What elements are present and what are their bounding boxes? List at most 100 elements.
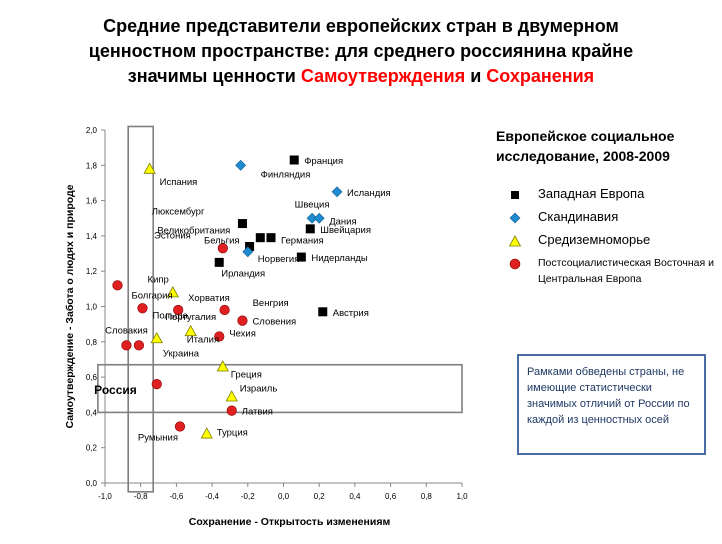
legend-label-west: Западная Европа (538, 186, 645, 201)
y-tick-label: 1,8 (86, 161, 98, 170)
point-label: Дания (329, 216, 356, 227)
point-label: Латвия (242, 407, 273, 418)
chart-title: Средние представители европейских стран … (20, 14, 702, 89)
vertical-frame (127, 125, 154, 493)
point-label: Великобритания (157, 226, 230, 237)
x-tick-label: 0,8 (421, 492, 433, 501)
point-label: Чехия (229, 329, 256, 340)
point-label: Хорватия (188, 293, 230, 304)
y-tick-label: 1,4 (86, 232, 98, 241)
y-tick-label: 1,2 (86, 267, 98, 276)
point-marker (143, 162, 156, 174)
point-marker (214, 257, 224, 267)
title-line-1: Средние представители европейских стран … (103, 16, 619, 36)
triangle-marker-icon (508, 235, 522, 247)
legend-item-mediterranean: Средиземноморье (508, 232, 718, 248)
point-label: Словакия (105, 325, 148, 336)
point-label: Исландия (347, 188, 391, 199)
point-label: Люксембург (152, 207, 205, 218)
title-line-3-prefix: значимы ценности (127, 66, 301, 86)
x-tick-label: 1,0 (456, 492, 468, 501)
horizontal-frame (97, 363, 463, 414)
x-tick-label: -0,8 (134, 492, 148, 501)
point-marker (173, 304, 184, 316)
point-marker (166, 286, 180, 298)
point-label: Эстония (154, 230, 191, 241)
point-marker (235, 159, 247, 171)
point-marker (289, 155, 299, 165)
legend-heading: Европейское социальное исследование, 200… (496, 126, 716, 166)
legend-item-post-socialist: Постсоциалистическая Восточная и Централ… (508, 255, 718, 287)
y-tick-label: 0,4 (86, 408, 98, 417)
x-tick-label: 0,2 (314, 492, 326, 501)
y-tick-label: 0,2 (86, 444, 98, 453)
point-marker (225, 390, 238, 402)
point-marker (219, 304, 230, 316)
point-label: Словения (252, 317, 296, 328)
note-box: Рамками обведены страны, не имеющие стат… (517, 354, 706, 455)
point-label: Испания (160, 177, 198, 188)
point-label: Бельгия (204, 235, 240, 246)
x-tick-label: 0,6 (385, 492, 397, 501)
x-tick-label: -1,0 (98, 492, 112, 501)
legend-label-scandinavia: Скандинавия (538, 209, 619, 224)
point-marker (331, 186, 343, 198)
point-marker (121, 340, 132, 351)
legend: Западная Европа Скандинавия Средиземномо… (508, 186, 718, 294)
x-axis-label: Сохранение - Открытость изменениям (189, 516, 391, 528)
point-label: Норвегия (258, 254, 300, 265)
scatter-chart: -1,0 -0,8 -0,6 -0,4 -0,2 0,0 0,2 0,4 0,6 0,8 1,0 0,… (64, 125, 468, 528)
point-marker (313, 212, 325, 224)
circle-marker-icon (509, 258, 521, 270)
point-label: Румыния (138, 433, 178, 444)
point-marker (133, 340, 145, 351)
point-label: Турция (217, 428, 248, 439)
point-marker (217, 243, 228, 254)
point-label: Израиль (240, 384, 278, 395)
point-marker (151, 379, 162, 390)
point-marker (237, 315, 248, 326)
title-line-3: значимы ценности Самоутверждения и Сохра… (20, 64, 702, 89)
y-tick-label: 0,6 (86, 373, 98, 382)
point-marker (305, 224, 315, 234)
point-label: Австрия (333, 308, 369, 319)
point-label: Греция (231, 370, 262, 381)
point-label: Болгария (131, 290, 172, 301)
x-tick-label: 0,0 (278, 492, 290, 501)
point-marker (200, 427, 213, 439)
point-marker (174, 421, 186, 432)
diamond-marker-icon (509, 212, 521, 224)
point-marker (242, 246, 254, 258)
point-label: Украина (163, 348, 200, 359)
legend-item-west: Западная Европа (508, 186, 718, 202)
y-tick-label: 0,0 (86, 479, 98, 488)
x-tick-label: 0,4 (349, 492, 361, 501)
point-label: Финляндия (261, 169, 311, 180)
x-tick-label: -0,2 (241, 492, 255, 501)
legend-heading-line-1: Европейское социальное (496, 128, 675, 144)
point-marker (245, 241, 255, 251)
title-highlight-2: Сохранения (486, 66, 595, 86)
point-label: Швеция (295, 199, 330, 210)
point-label: Россия (94, 383, 137, 397)
title-conjunction: и (465, 66, 487, 86)
point-marker (150, 331, 163, 344)
point-label: Франция (304, 156, 343, 167)
square-marker-icon (511, 191, 519, 199)
point-label: Португалия (165, 312, 216, 323)
point-marker (237, 219, 247, 229)
point-label: Италия (187, 334, 219, 345)
point-label: Нидерланды (311, 253, 368, 264)
y-tick-label: 1,6 (86, 197, 98, 206)
point-marker (184, 324, 197, 337)
legend-heading-line-2: исследование, 2008-2009 (496, 148, 670, 164)
point-label: Польша (152, 310, 188, 321)
title-line-2: ценностном пространстве: для среднего ро… (88, 41, 634, 61)
point-label: Кипр (148, 274, 169, 285)
point-marker (318, 307, 328, 317)
legend-label-post-socialist: Постсоциалистическая Восточная и Централ… (538, 257, 714, 285)
y-tick-label: 1,0 (86, 303, 98, 312)
point-label: Ирландия (221, 268, 265, 279)
point-marker (137, 303, 148, 314)
point-marker (306, 212, 318, 224)
